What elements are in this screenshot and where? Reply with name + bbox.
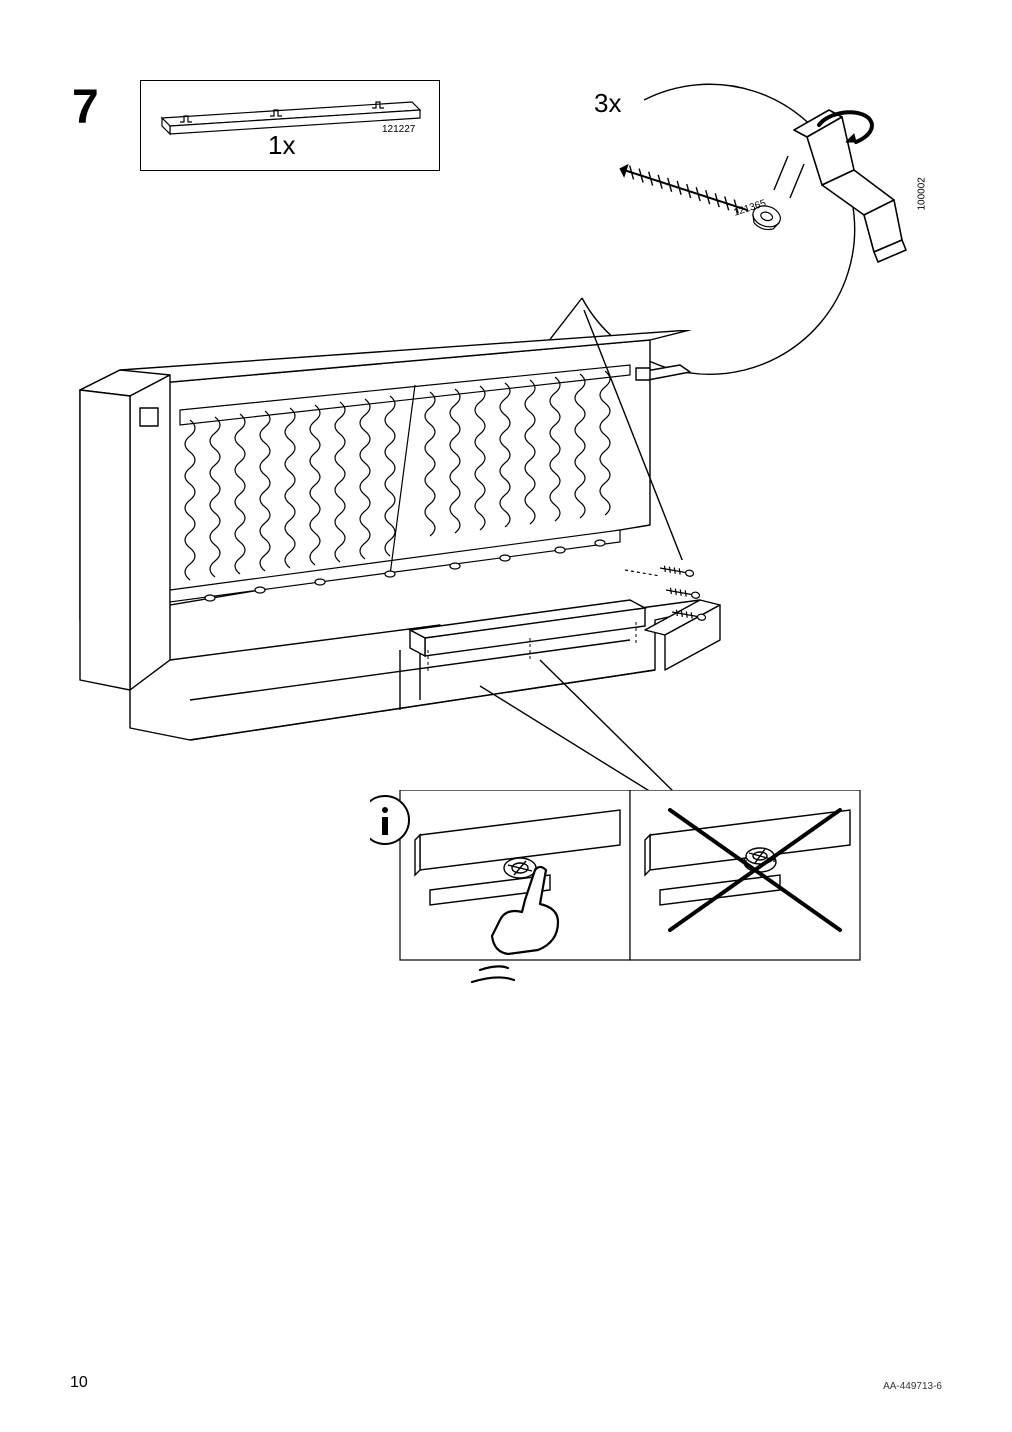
info-panels bbox=[370, 790, 930, 1020]
part-rail-quantity: 1x bbox=[268, 130, 295, 161]
page-number: 10 bbox=[70, 1374, 88, 1392]
info-icon bbox=[370, 796, 409, 844]
part-rail-code: 121227 bbox=[382, 124, 415, 135]
step-number: 7 bbox=[72, 80, 99, 135]
part-allenkey-code: 100002 bbox=[917, 177, 928, 210]
callout-line-bubble bbox=[540, 310, 780, 560]
document-code: AA-449713-6 bbox=[883, 1381, 942, 1392]
